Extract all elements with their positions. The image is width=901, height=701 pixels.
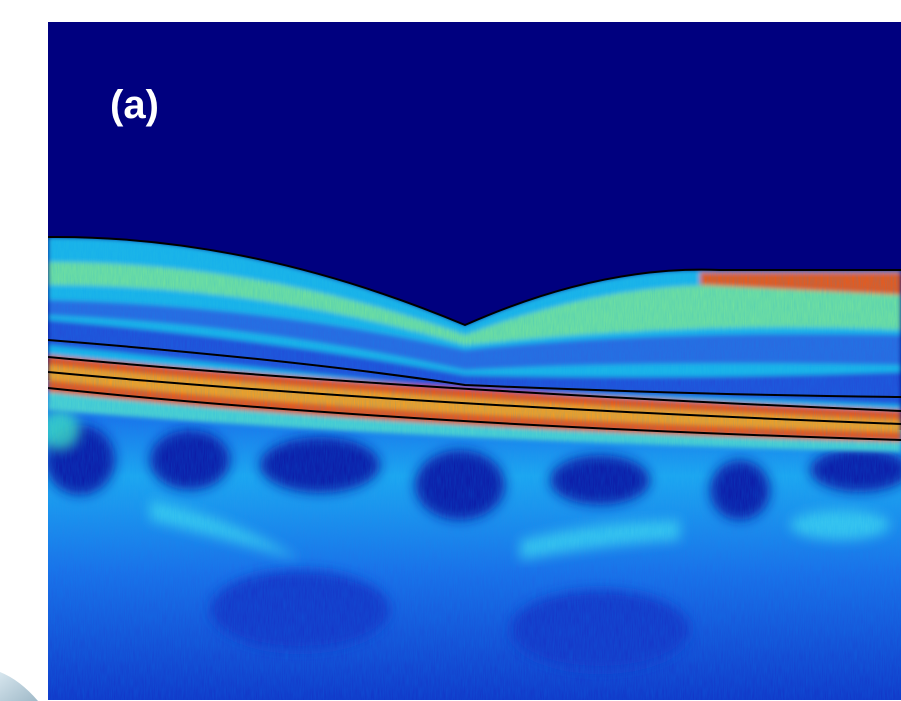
corner-decoration <box>0 672 38 701</box>
oct-figure: (a) <box>0 0 901 701</box>
page: (a) (() => { const data = JSON.parse(doc… <box>0 0 901 701</box>
oct-image <box>40 22 901 700</box>
panel-label: (a) <box>110 83 159 127</box>
